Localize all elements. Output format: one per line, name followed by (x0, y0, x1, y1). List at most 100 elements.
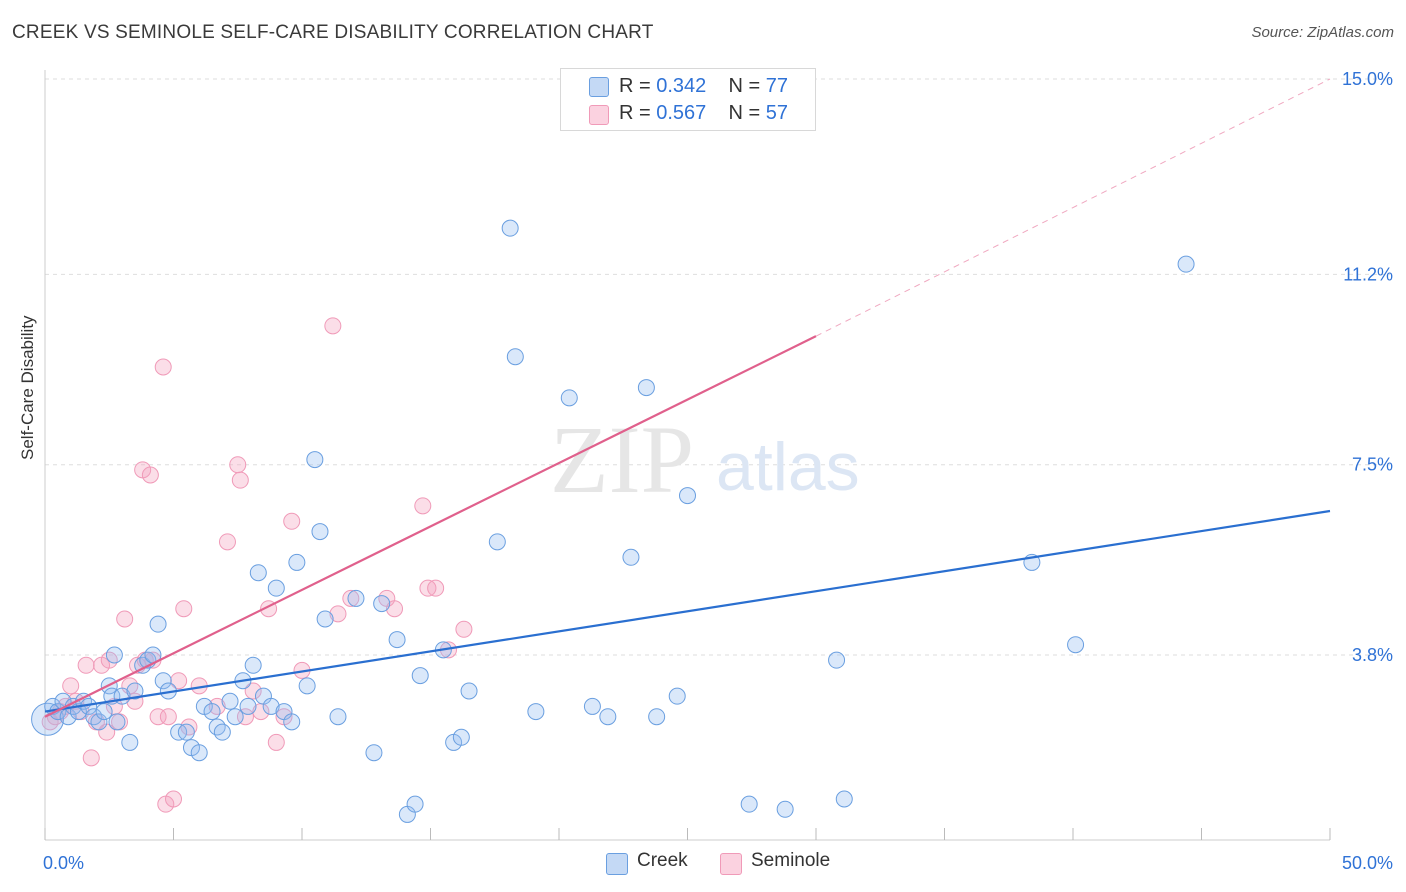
seminole-point (62, 677, 80, 695)
bottom-legend-seminole-swatch (720, 853, 742, 875)
creek-point (213, 723, 231, 741)
seminole-point (427, 579, 445, 597)
creek-point (298, 677, 316, 695)
creek-point (90, 713, 108, 731)
creek-point (501, 219, 519, 237)
seminole-point (324, 317, 342, 335)
seminole-point (154, 358, 172, 376)
grid-lines (45, 78, 1390, 656)
seminole-point (141, 466, 159, 484)
source-label: Source: ZipAtlas.com (1251, 24, 1394, 41)
creek-point (126, 682, 144, 700)
y-tick-label: 15.0% (1342, 69, 1393, 89)
watermark-atlas: atlas (716, 429, 860, 505)
axes (44, 70, 1331, 841)
creek-point (208, 718, 226, 736)
creek-point (221, 692, 239, 710)
legend-row-seminole: R = 0.567 N = 57 (619, 102, 788, 126)
creek-point (329, 708, 347, 726)
creek-point (226, 708, 244, 726)
seminole-point (208, 697, 226, 715)
seminole-point (229, 456, 247, 474)
creek-point (488, 533, 506, 551)
seminole-point (149, 708, 167, 726)
seminole-point (77, 656, 95, 674)
y-tick-labels: 3.8% 7.5% 11.2% 15.0% (1342, 69, 1393, 665)
x-tick-labels: 0.0% 50.0% (43, 853, 1393, 873)
legend-seminole-r-value: 0.567 (656, 102, 707, 124)
legend-creek-r-label: R = (619, 75, 651, 97)
creek-point (835, 790, 853, 808)
creek-point (1067, 636, 1085, 654)
creek-point (740, 795, 758, 813)
creek-point (244, 656, 262, 674)
seminole-point (231, 471, 249, 489)
legend-row-creek: R = 0.342 N = 77 (619, 75, 788, 99)
creek-point (637, 379, 655, 397)
bottom-legend-creek-swatch (606, 853, 628, 875)
x-tick-label-start: 0.0% (43, 853, 84, 873)
bottom-legend-creek: Creek (637, 850, 688, 871)
watermark-zip: ZIP (550, 406, 694, 513)
creek-point (365, 744, 383, 762)
creek-point (452, 728, 470, 746)
legend-creek-n-label: N = (728, 75, 761, 97)
legend-swatch-seminole (589, 105, 609, 125)
legend-seminole-n-value: 57 (765, 102, 789, 124)
trend-lines (44, 78, 1331, 718)
creek-point (267, 579, 285, 597)
creek-point (622, 548, 640, 566)
creek-point (95, 703, 113, 721)
creek-trend-line (44, 509, 1331, 713)
creek-point (668, 687, 686, 705)
seminole-point (267, 733, 285, 751)
creek-point (406, 795, 424, 813)
seminole-point (180, 718, 198, 736)
seminole-point (82, 749, 100, 767)
creek-point (177, 723, 195, 741)
seminole-point (175, 600, 193, 618)
creek-point (249, 564, 267, 582)
creek-point (306, 451, 324, 469)
creek-point (828, 651, 846, 669)
creek-point (154, 672, 172, 690)
creek-point (288, 553, 306, 571)
creek-point (1177, 255, 1195, 273)
creek-point (108, 713, 126, 731)
creek-point (776, 800, 794, 818)
creek-point (203, 703, 221, 721)
seminole-trend-extension (815, 78, 1331, 337)
x-tick-label-end: 50.0% (1342, 853, 1393, 873)
seminole-point (165, 790, 182, 808)
seminole-point (342, 589, 360, 607)
bottom-legend-seminole: Seminole (751, 850, 831, 871)
creek-point (347, 589, 365, 607)
seminole-point (236, 708, 254, 726)
seminole-trend-line (44, 335, 817, 718)
creek-point (599, 708, 617, 726)
creek-point (283, 713, 301, 731)
seminole-point (170, 672, 188, 690)
creek-point (149, 615, 167, 633)
correlation-legend: R = 0.342 N = 77 R = 0.567 N = 57 (560, 68, 816, 131)
y-tick-label: 3.8% (1352, 645, 1393, 665)
creek-point (373, 595, 391, 613)
creek-point (679, 487, 696, 505)
creek-point (527, 703, 545, 721)
creek-point (190, 744, 208, 762)
seminole-point (100, 651, 118, 669)
creek-point (262, 697, 280, 715)
creek-point (316, 610, 334, 628)
creek-points (31, 219, 1195, 823)
creek-point (121, 733, 139, 751)
legend-swatch-creek (589, 77, 609, 97)
seminole-point (455, 620, 473, 638)
creek-point (648, 708, 666, 726)
seminole-point (244, 682, 262, 700)
creek-point (239, 697, 257, 715)
seminole-point (329, 605, 347, 623)
seminole-point (159, 708, 177, 726)
creek-point (460, 682, 478, 700)
creek-point (85, 708, 103, 726)
